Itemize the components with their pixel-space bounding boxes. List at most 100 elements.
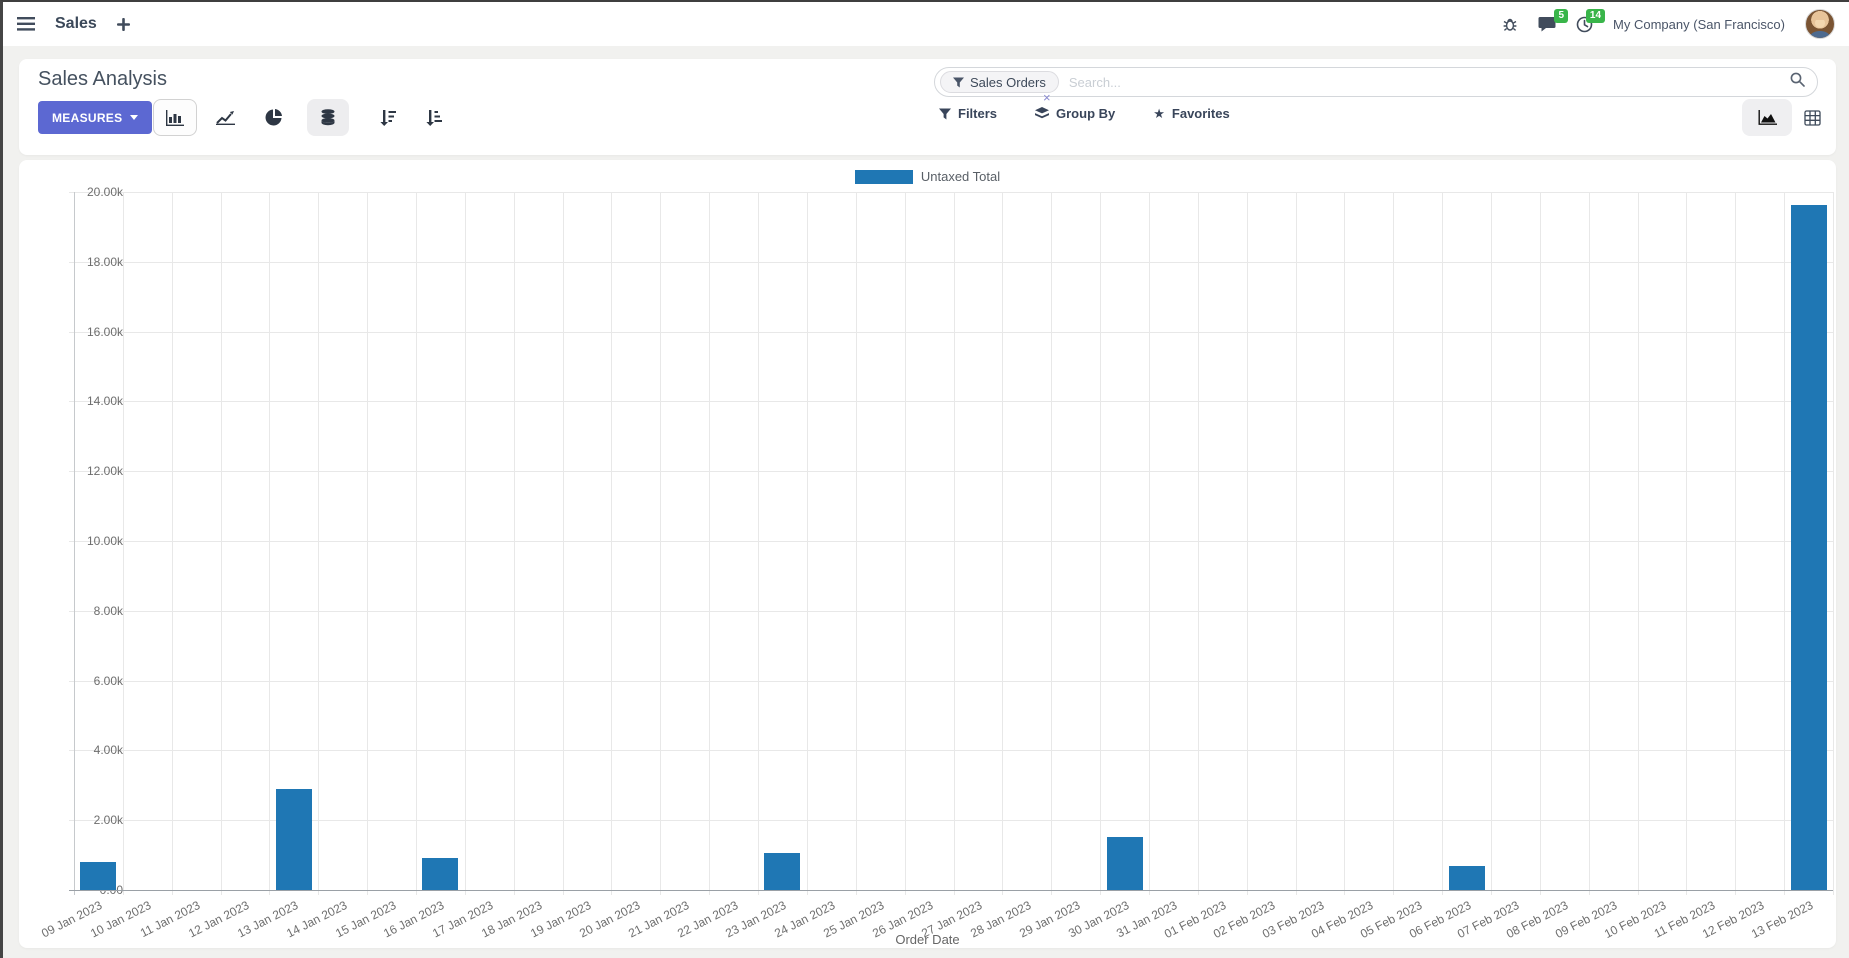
- chart-area: Untaxed Total 0.002.00k4.00k6.00k8.00k10…: [19, 160, 1836, 948]
- x-gridline: [122, 192, 124, 895]
- y-axis-tick-label: 6.00k: [93, 673, 123, 688]
- pie-chart-icon: [265, 109, 282, 126]
- sort-ascending-button[interactable]: [411, 99, 455, 136]
- app-name[interactable]: Sales: [55, 15, 97, 32]
- y-gridline: [69, 680, 1833, 682]
- y-gridline: [69, 820, 1833, 822]
- search-icon[interactable]: [1790, 72, 1805, 92]
- search-input[interactable]: Sales Orders Search... ×: [934, 67, 1818, 104]
- x-gridline: [416, 192, 418, 895]
- x-gridline: [855, 192, 857, 895]
- bar[interactable]: [1106, 836, 1143, 890]
- x-gridline: [1588, 192, 1590, 895]
- page-title: Sales Analysis: [38, 68, 167, 90]
- x-gridline: [758, 192, 760, 895]
- x-gridline: [1002, 192, 1004, 895]
- x-gridline: [1100, 192, 1102, 895]
- x-gridline: [1197, 192, 1199, 895]
- x-gridline: [1637, 192, 1639, 895]
- search-placeholder: Search...: [1068, 74, 1121, 90]
- filters-label: Filters: [958, 106, 998, 121]
- facet-remove-icon[interactable]: ×: [1043, 90, 1051, 105]
- x-gridline: [220, 192, 222, 895]
- x-gridline: [806, 192, 808, 895]
- measures-button[interactable]: MEASURES: [38, 101, 153, 134]
- y-axis-tick-label: 2.00k: [93, 813, 123, 828]
- measures-label: MEASURES: [52, 110, 123, 125]
- company-switcher[interactable]: My Company (San Francisco): [1613, 16, 1785, 32]
- legend-swatch: [854, 169, 913, 184]
- activities-clock-icon[interactable]: 14: [1576, 8, 1606, 33]
- pivot-table-icon: [1803, 109, 1821, 126]
- x-gridline: [1246, 192, 1248, 895]
- top-navbar: Sales 5 14 My Company (San Francisco): [3, 2, 1849, 46]
- sort-descending-button[interactable]: [365, 99, 409, 136]
- bar-chart-button[interactable]: [153, 99, 197, 136]
- messages-icon[interactable]: 5: [1538, 9, 1569, 32]
- filter-funnel-icon: [939, 108, 951, 119]
- x-gridline: [1442, 192, 1444, 895]
- x-gridline: [904, 192, 906, 895]
- star-icon: ★: [1153, 106, 1165, 121]
- favorites-menu[interactable]: ★ Favorites: [1153, 106, 1229, 121]
- x-gridline: [1490, 192, 1492, 895]
- hamburger-menu-icon[interactable]: [17, 17, 35, 31]
- y-axis-tick-label: 4.00k: [93, 743, 123, 758]
- x-gridline: [660, 192, 662, 895]
- y-gridline: [69, 192, 1833, 193]
- y-gridline: [69, 331, 1833, 333]
- legend-label: Untaxed Total: [920, 169, 1001, 184]
- area-chart-icon: [1758, 110, 1777, 125]
- chart-legend[interactable]: Untaxed Total: [19, 169, 1836, 184]
- x-gridline: [1393, 192, 1395, 895]
- graph-view-button[interactable]: [1742, 99, 1792, 136]
- activities-badge: 14: [1585, 8, 1606, 23]
- y-gridline: [69, 610, 1833, 612]
- search-facet-sales-orders[interactable]: Sales Orders: [940, 71, 1059, 93]
- sort-descending-icon: [379, 109, 396, 126]
- facet-label: Sales Orders: [970, 74, 1046, 90]
- bar-chart-icon: [166, 109, 184, 126]
- sort-ascending-icon: [425, 109, 442, 126]
- x-gridline: [1344, 192, 1346, 895]
- x-gridline: [1735, 192, 1737, 895]
- x-gridline: [953, 192, 955, 895]
- bar[interactable]: [1790, 205, 1827, 890]
- x-gridline: [1539, 192, 1541, 895]
- x-gridline: [171, 192, 173, 895]
- group-by-label: Group By: [1056, 106, 1116, 121]
- bar[interactable]: [1448, 866, 1485, 890]
- y-gridline: [69, 541, 1833, 542]
- plus-icon[interactable]: [116, 17, 130, 31]
- pie-chart-button[interactable]: [251, 99, 295, 136]
- x-gridline: [1295, 192, 1297, 895]
- stacked-toggle-button[interactable]: [307, 99, 349, 136]
- messages-badge: 5: [1554, 9, 1569, 23]
- bar[interactable]: [422, 857, 459, 890]
- y-axis-tick-label: 10.00k: [86, 534, 123, 548]
- filter-funnel-icon: [953, 76, 964, 88]
- line-chart-icon: [215, 111, 235, 125]
- x-gridline: [1051, 192, 1053, 895]
- y-gridline: [69, 750, 1833, 752]
- user-avatar[interactable]: [1805, 9, 1835, 39]
- x-gridline: [269, 192, 271, 895]
- favorites-label: Favorites: [1171, 106, 1230, 121]
- y-gridline: [69, 471, 1833, 473]
- line-chart-button[interactable]: [203, 99, 247, 136]
- search-menus: Filters Group By ★ Favorites: [939, 106, 1230, 121]
- x-gridline: [1833, 192, 1834, 895]
- filters-menu[interactable]: Filters: [939, 106, 997, 121]
- bar[interactable]: [275, 788, 312, 890]
- y-axis-tick-label: 20.00k: [86, 185, 123, 199]
- x-gridline: [513, 192, 515, 895]
- group-by-menu[interactable]: Group By: [1035, 106, 1115, 121]
- x-gridline: [318, 192, 320, 895]
- y-axis-tick-label: 12.00k: [86, 464, 123, 479]
- bug-icon[interactable]: [1502, 16, 1518, 32]
- bar[interactable]: [764, 852, 801, 890]
- x-gridline: [464, 192, 466, 895]
- y-axis-tick-label: 18.00k: [86, 254, 123, 269]
- bar[interactable]: [80, 862, 117, 890]
- pivot-view-button[interactable]: [1790, 99, 1834, 136]
